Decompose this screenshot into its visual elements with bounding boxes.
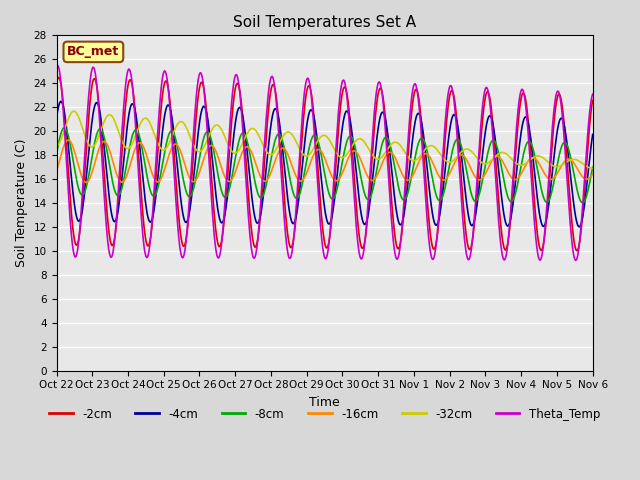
- Line: -32cm: -32cm: [56, 111, 593, 168]
- -4cm: [390, 192, 398, 198]
- Legend: -2cm, -4cm, -8cm, -16cm, -32cm, Theta_Temp: -2cm, -4cm, -8cm, -16cm, -32cm, Theta_Te…: [44, 403, 605, 425]
- -2cm: [173, 186, 180, 192]
- -4cm: [589, 132, 596, 137]
- -2cm: [55, 74, 63, 80]
- -8cm: [63, 129, 71, 134]
- -8cm: [60, 125, 68, 131]
- -16cm: [83, 180, 90, 185]
- -16cm: [52, 168, 60, 174]
- Line: -2cm: -2cm: [56, 77, 593, 251]
- -2cm: [201, 93, 209, 98]
- Theta_Temp: [390, 246, 398, 252]
- Theta_Temp: [173, 207, 180, 213]
- Theta_Temp: [118, 126, 126, 132]
- -32cm: [406, 156, 414, 162]
- Line: -16cm: -16cm: [56, 140, 593, 182]
- -2cm: [406, 128, 414, 133]
- -32cm: [173, 123, 180, 129]
- -8cm: [201, 132, 209, 138]
- -16cm: [65, 137, 72, 143]
- X-axis label: Time: Time: [309, 396, 340, 409]
- Line: Theta_Temp: Theta_Temp: [56, 65, 593, 260]
- -2cm: [390, 228, 398, 234]
- -4cm: [173, 156, 180, 162]
- Theta_Temp: [53, 62, 61, 68]
- Theta_Temp: [63, 168, 71, 173]
- -32cm: [62, 122, 70, 128]
- -4cm: [201, 104, 209, 110]
- -4cm: [406, 160, 414, 166]
- -16cm: [202, 151, 209, 156]
- -4cm: [575, 224, 583, 230]
- -32cm: [70, 108, 77, 114]
- -4cm: [52, 115, 60, 121]
- -8cm: [173, 140, 180, 146]
- -4cm: [63, 130, 71, 135]
- -32cm: [589, 166, 596, 171]
- -2cm: [63, 150, 71, 156]
- Theta_Temp: [406, 112, 414, 118]
- -16cm: [589, 171, 596, 177]
- -2cm: [118, 146, 126, 152]
- -2cm: [52, 80, 60, 86]
- -8cm: [579, 200, 587, 206]
- -16cm: [173, 142, 181, 148]
- Theta_Temp: [572, 257, 579, 263]
- -8cm: [118, 184, 126, 190]
- -2cm: [573, 248, 581, 253]
- -16cm: [391, 155, 399, 160]
- Theta_Temp: [201, 97, 209, 103]
- -32cm: [118, 139, 126, 144]
- -16cm: [119, 179, 127, 185]
- Text: BC_met: BC_met: [67, 46, 120, 59]
- -8cm: [589, 164, 596, 170]
- -8cm: [52, 152, 60, 157]
- -8cm: [406, 181, 414, 187]
- Line: -8cm: -8cm: [56, 128, 593, 203]
- -8cm: [390, 162, 398, 168]
- Title: Soil Temperatures Set A: Soil Temperatures Set A: [233, 15, 416, 30]
- Theta_Temp: [52, 64, 60, 70]
- -32cm: [52, 143, 60, 148]
- -4cm: [118, 173, 126, 179]
- -2cm: [589, 97, 596, 103]
- Line: -4cm: -4cm: [56, 101, 593, 227]
- -32cm: [201, 142, 209, 148]
- Y-axis label: Soil Temperature (C): Soil Temperature (C): [15, 139, 28, 267]
- Theta_Temp: [589, 91, 596, 97]
- -16cm: [407, 176, 415, 181]
- -32cm: [390, 140, 398, 145]
- -16cm: [62, 138, 70, 144]
- -4cm: [57, 98, 65, 104]
